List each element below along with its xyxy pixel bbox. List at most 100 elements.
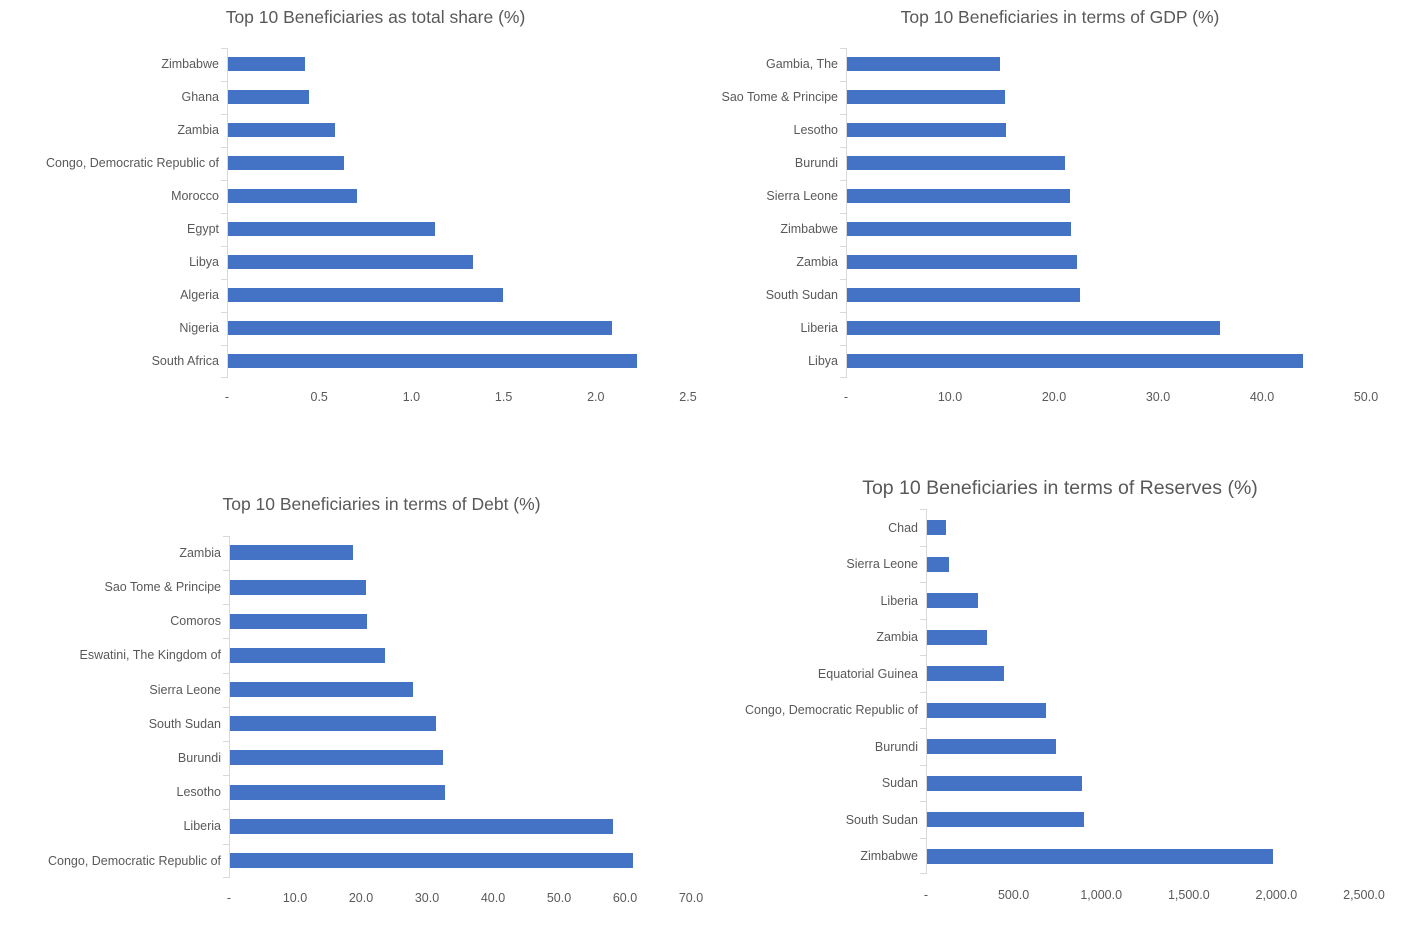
bar-row: Equatorial Guinea bbox=[818, 655, 1365, 692]
bar bbox=[228, 321, 612, 336]
bar bbox=[230, 647, 386, 663]
category-axis-tick bbox=[223, 535, 229, 537]
bar-row: Congo, Democratic Republic of bbox=[48, 843, 692, 877]
category-label: South Africa bbox=[151, 354, 219, 369]
bar bbox=[230, 853, 634, 869]
category-axis-tick bbox=[920, 509, 926, 511]
bar-row: Ghana bbox=[181, 81, 689, 114]
bar-row: Libya bbox=[808, 345, 1367, 378]
category-axis-tick bbox=[223, 843, 229, 845]
category-label: Morocco bbox=[171, 189, 219, 204]
category-axis-tick bbox=[840, 47, 846, 49]
category-axis-tick bbox=[223, 775, 229, 777]
category-axis-tick bbox=[221, 311, 227, 313]
bar bbox=[927, 593, 979, 609]
bar bbox=[847, 90, 1006, 105]
bar-row: Eswatini, The Kingdom of bbox=[79, 638, 692, 672]
bar bbox=[228, 354, 638, 369]
category-label: South Sudan bbox=[765, 288, 838, 303]
bar bbox=[927, 556, 949, 572]
bar-row: Gambia, The bbox=[766, 48, 1367, 81]
category-axis-tick bbox=[840, 245, 846, 247]
x-axis-tick-label: 2.0 bbox=[587, 389, 605, 404]
category-axis-tick bbox=[221, 146, 227, 148]
bar bbox=[847, 189, 1070, 204]
category-axis-tick bbox=[221, 245, 227, 247]
bar bbox=[847, 156, 1066, 171]
category-axis-tick bbox=[223, 672, 229, 674]
category-axis-tick bbox=[840, 376, 846, 378]
x-axis-tick-label: 2.5 bbox=[679, 389, 697, 404]
bar bbox=[228, 156, 345, 171]
bar bbox=[847, 123, 1007, 138]
bar bbox=[927, 666, 1004, 682]
category-axis-tick bbox=[223, 604, 229, 606]
category-label: Liberia bbox=[800, 321, 838, 336]
bar bbox=[847, 288, 1080, 303]
category-axis-tick bbox=[221, 80, 227, 82]
category-axis-tick bbox=[840, 278, 846, 280]
x-axis-tick-label: - bbox=[224, 389, 230, 404]
bar-row: Zimbabwe bbox=[860, 838, 1365, 875]
category-label: Ghana bbox=[181, 90, 219, 105]
x-axis-tick-label: 1.0 bbox=[402, 389, 421, 404]
x-axis-tick-labels: - 10.0 20.0 30.0 40.0 50.0 bbox=[843, 389, 1378, 406]
bar bbox=[230, 716, 436, 732]
bar bbox=[927, 812, 1084, 828]
plot-area: Zimbabwe Ghana Zambia Congo, Democratic Rep… bbox=[46, 47, 689, 378]
category-label: Sao Tome & Principe bbox=[104, 580, 222, 595]
bar bbox=[230, 750, 444, 766]
category-label: Sudan bbox=[881, 776, 918, 791]
category-label: Nigeria bbox=[179, 321, 219, 336]
category-label: Zimbabwe bbox=[161, 57, 219, 72]
x-axis-tick-label: 20.0 bbox=[348, 890, 374, 905]
category-axis-tick bbox=[223, 706, 229, 708]
bar-row: Liberia bbox=[800, 312, 1367, 345]
bar-row: Egypt bbox=[187, 213, 689, 246]
bar-row: Zambia bbox=[177, 114, 689, 147]
category-axis-tick bbox=[223, 638, 229, 640]
chart-title: Top 10 Beneficiaries in terms of Debt (%… bbox=[222, 494, 541, 514]
bar bbox=[228, 57, 306, 72]
category-axis-tick bbox=[920, 691, 926, 693]
category-axis-tick bbox=[920, 837, 926, 839]
bar-row: South Africa bbox=[152, 345, 689, 378]
category-label: Lesotho bbox=[176, 785, 221, 800]
category-axis-tick bbox=[221, 376, 227, 378]
bar bbox=[927, 702, 1047, 718]
category-label: Zimbabwe bbox=[860, 849, 918, 864]
chart-plot-container: Zambia Sao Tome & Principe Comoros Eswatini… bbox=[0, 535, 707, 878]
category-label: Congo, Democratic Republic of bbox=[46, 156, 219, 171]
bar-row: Zimbabwe bbox=[161, 48, 689, 81]
bar bbox=[230, 579, 366, 595]
bar-row: Sierra Leone bbox=[846, 546, 1365, 583]
category-axis-tick bbox=[920, 655, 926, 657]
category-label: South Sudan bbox=[845, 812, 918, 827]
category-label: Zimbabwe bbox=[780, 222, 838, 237]
bar bbox=[228, 255, 474, 270]
category-label: Liberia bbox=[183, 819, 221, 834]
chart-plot-container: Zimbabwe Ghana Zambia Congo, Democratic Rep… bbox=[0, 47, 707, 378]
x-axis-tick-label: 30.0 bbox=[414, 890, 440, 905]
category-axis-tick bbox=[223, 740, 229, 742]
bar bbox=[230, 682, 413, 698]
category-axis-tick bbox=[840, 212, 846, 214]
x-axis-tick-labels: - 500.0 1,000.0 1,500.0 2,000.0 2,500.0 bbox=[924, 888, 1385, 904]
x-axis-tick-label: 50.0 bbox=[546, 890, 572, 905]
bar-row: Burundi bbox=[875, 728, 1365, 765]
x-axis-tick-label: 40.0 bbox=[1249, 389, 1275, 404]
bar-row: Burundi bbox=[178, 741, 692, 775]
bar-row: Congo, Democratic Republic of bbox=[46, 147, 689, 180]
plot-area: Zambia Sao Tome & Principe Comoros Eswatini… bbox=[48, 535, 692, 878]
category-label: South Sudan bbox=[148, 716, 221, 731]
category-axis-tick bbox=[840, 179, 846, 181]
category-label: Sierra Leone bbox=[149, 682, 221, 697]
category-label: Congo, Democratic Republic of bbox=[745, 703, 918, 718]
x-axis-tick-label: - bbox=[843, 389, 849, 404]
bar-row: Liberia bbox=[880, 582, 1365, 619]
bar-row: Morocco bbox=[171, 180, 689, 213]
bar-row: Zambia bbox=[876, 619, 1365, 656]
category-axis-tick bbox=[840, 80, 846, 82]
bar-row: Zambia bbox=[179, 536, 692, 570]
bar-row: Burundi bbox=[795, 147, 1367, 180]
